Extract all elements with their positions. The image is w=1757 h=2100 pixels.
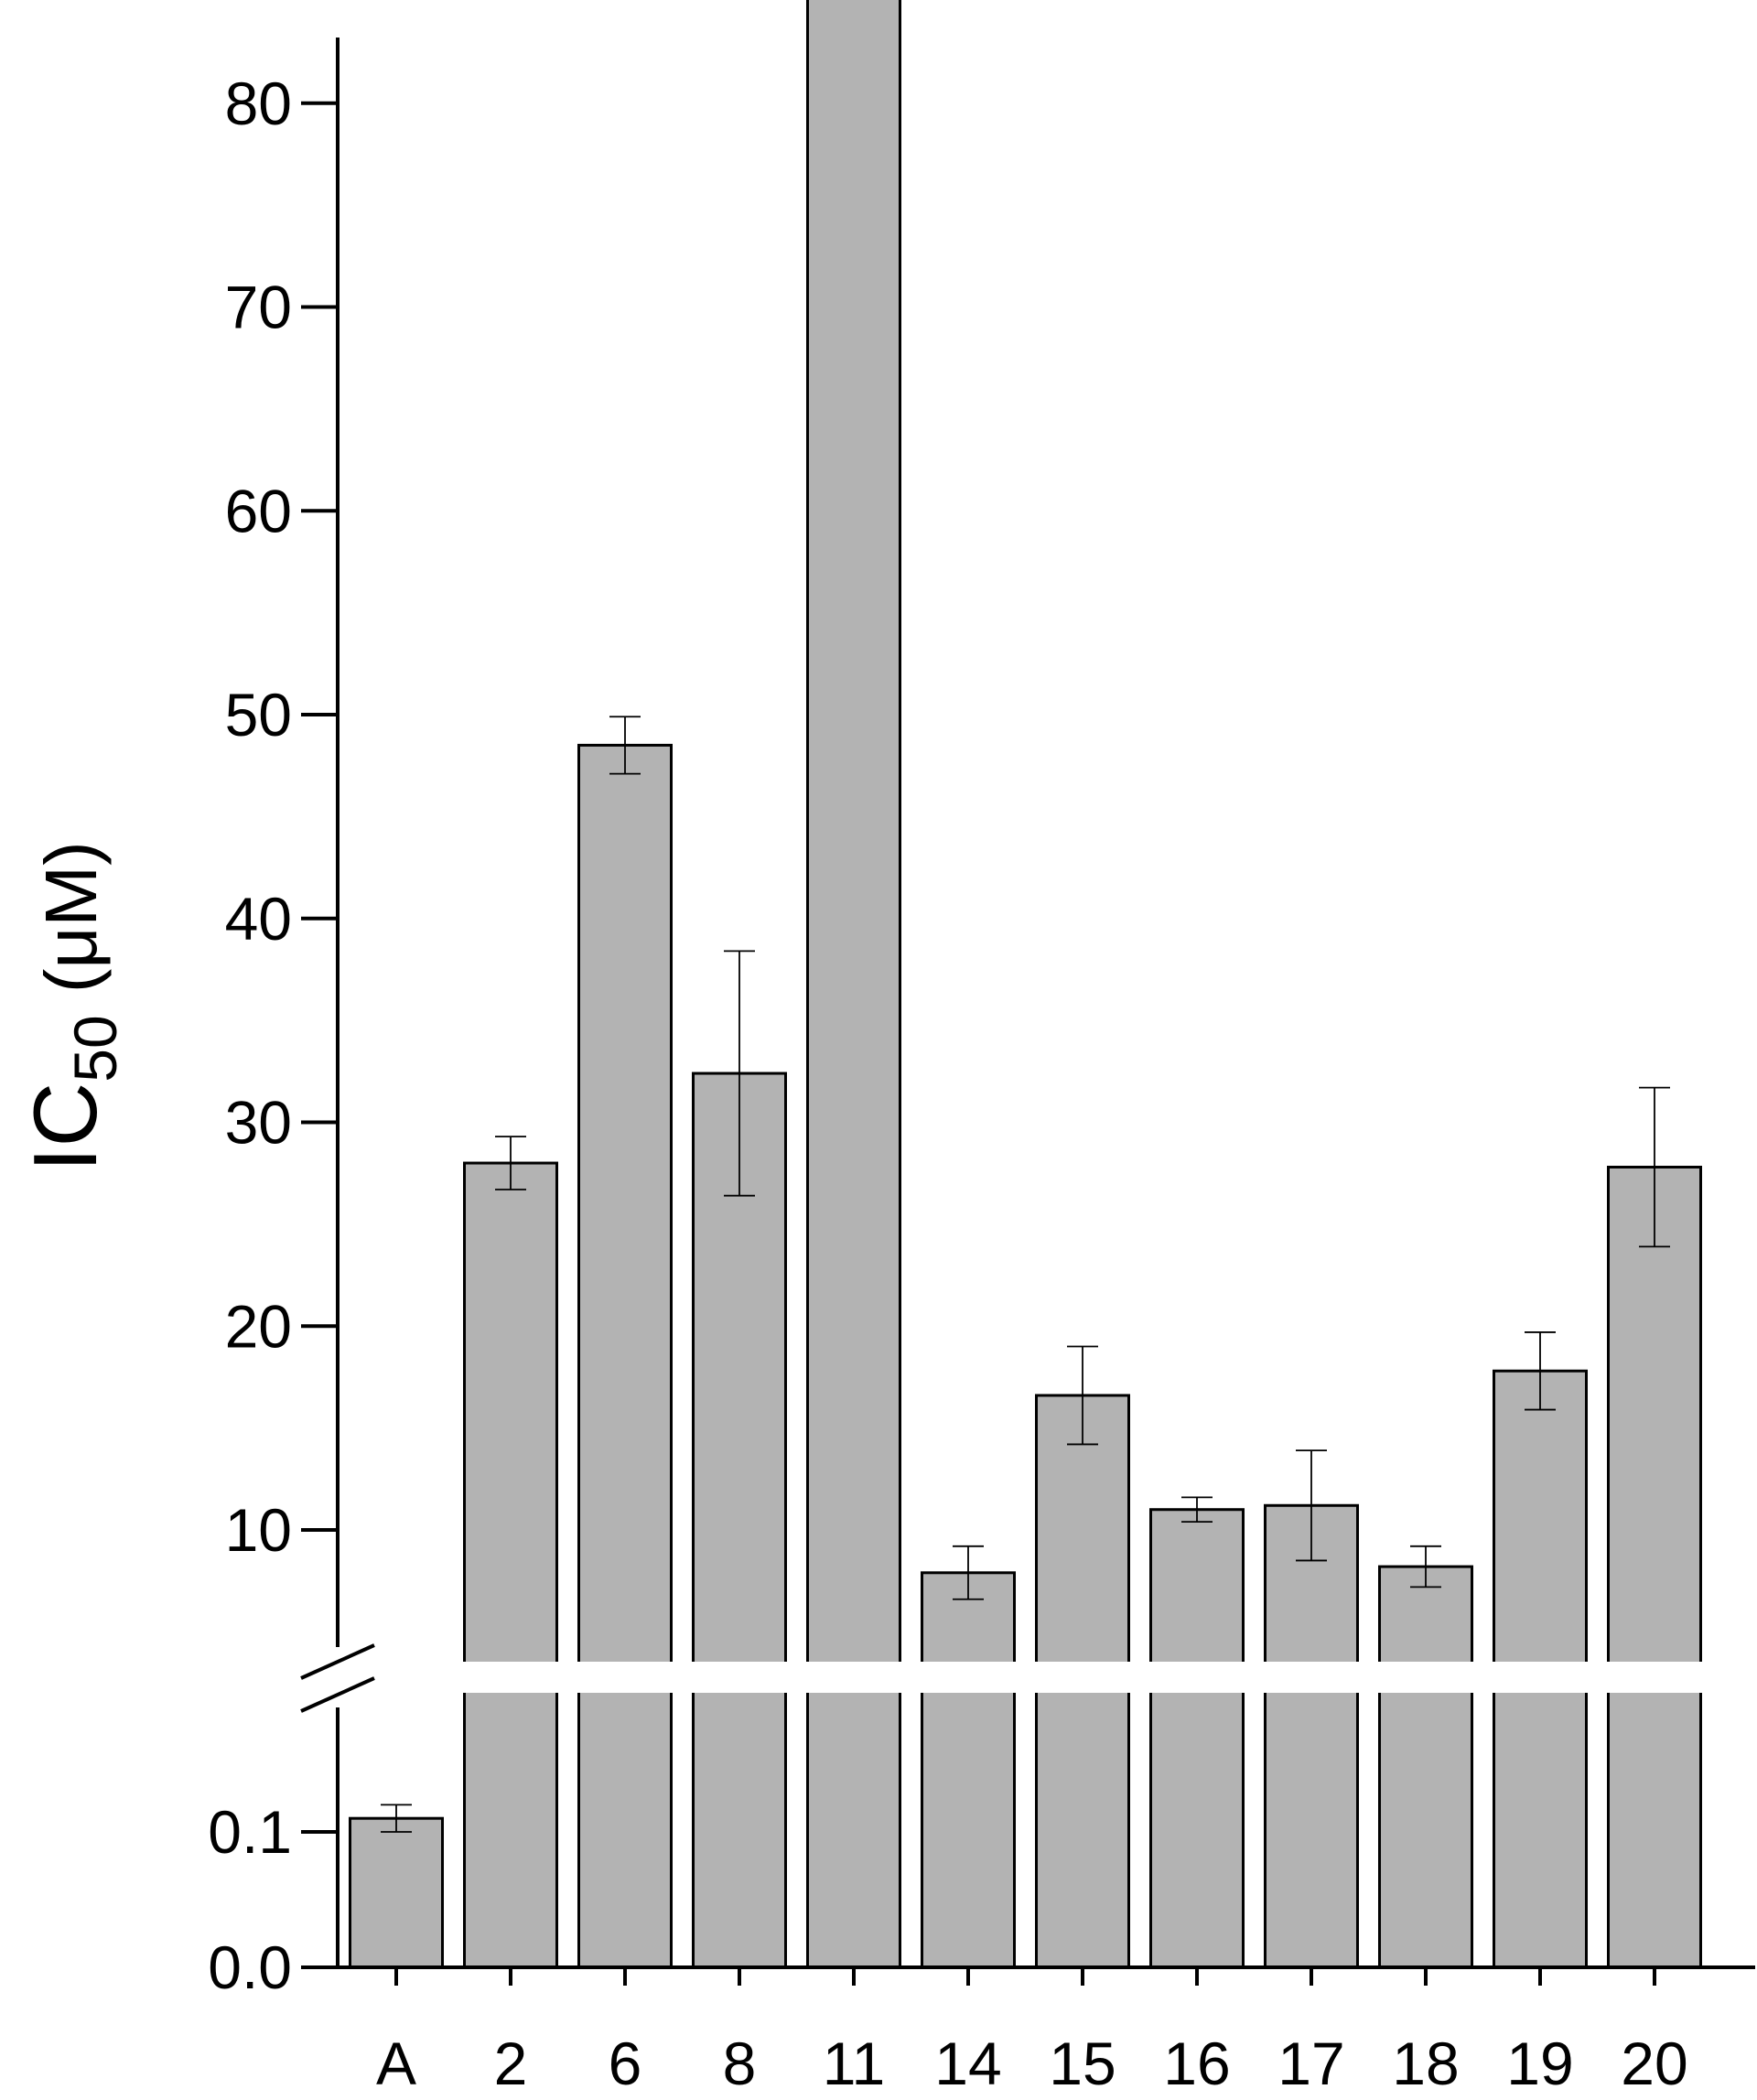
error-bar-20 <box>1639 1086 1670 1248</box>
bar-20 <box>1607 1166 1702 1969</box>
y-tick-label-10: 10 <box>225 1496 292 1564</box>
error-bar-18 <box>1410 1545 1441 1588</box>
y-tick-label-80: 80 <box>225 70 292 137</box>
x-tick-label-11: 11 <box>823 2030 886 2097</box>
error-bar-15 <box>1067 1345 1098 1446</box>
y-tick-label-50: 50 <box>225 681 292 748</box>
bar-A <box>349 1816 444 1969</box>
error-bar-6 <box>609 716 641 775</box>
y-tick-label-0.0: 0.0 <box>208 1933 292 2001</box>
error-bars <box>381 716 1670 1833</box>
bar-18 <box>1378 1565 1473 1969</box>
x-tick-label-15: 15 <box>1049 2030 1116 2097</box>
tick-labels: 1020304050607080901000.00.1 <box>208 70 292 2001</box>
error-bar-2 <box>495 1136 526 1190</box>
x-tick-label-17: 17 <box>1277 2030 1344 2097</box>
bar-14 <box>921 1571 1016 1969</box>
category-labels: A 2 6 8 11 14 15 16 17 18 19 20 <box>376 2030 1688 2097</box>
bar-11 <box>806 0 901 1969</box>
error-bar-A <box>381 1804 412 1833</box>
axis-break-gap <box>411 1662 1710 1693</box>
y-axis-label: IC50(μM) <box>15 841 129 1171</box>
error-bar-19 <box>1525 1331 1556 1411</box>
error-bar-17 <box>1296 1449 1327 1562</box>
y-tick-label-60: 60 <box>225 477 292 544</box>
x-tick-label-A: A <box>376 2030 416 2097</box>
bar-8 <box>692 1072 787 1969</box>
y-tick-label-0.1: 0.1 <box>208 1798 292 1866</box>
axis-break-mark <box>300 1643 375 1680</box>
x-tick-label-8: 8 <box>723 2030 757 2097</box>
x-tick-label-6: 6 <box>609 2030 642 2097</box>
bar-2 <box>463 1161 558 1969</box>
x-tick-label-14: 14 <box>934 2030 1001 2097</box>
bar-16 <box>1149 1508 1245 1969</box>
axis-break-mark <box>300 1676 375 1713</box>
x-tick-label-2: 2 <box>494 2030 528 2097</box>
y-tick-label-40: 40 <box>225 885 292 953</box>
bar-6 <box>577 743 673 1969</box>
y-tick-label-20: 20 <box>225 1292 292 1360</box>
x-tick-label-20: 20 <box>1621 2030 1687 2097</box>
bar-17 <box>1264 1503 1359 1969</box>
y-tick-label-30: 30 <box>225 1089 292 1157</box>
x-tick-label-16: 16 <box>1163 2030 1230 2097</box>
error-bar-8 <box>724 950 755 1197</box>
error-bar-14 <box>953 1545 984 1600</box>
axes <box>300 38 1755 1986</box>
y-tick-label-70: 70 <box>225 274 292 341</box>
x-tick-label-18: 18 <box>1392 2030 1459 2097</box>
error-bar-16 <box>1181 1496 1213 1523</box>
x-tick-label-19: 19 <box>1506 2030 1573 2097</box>
